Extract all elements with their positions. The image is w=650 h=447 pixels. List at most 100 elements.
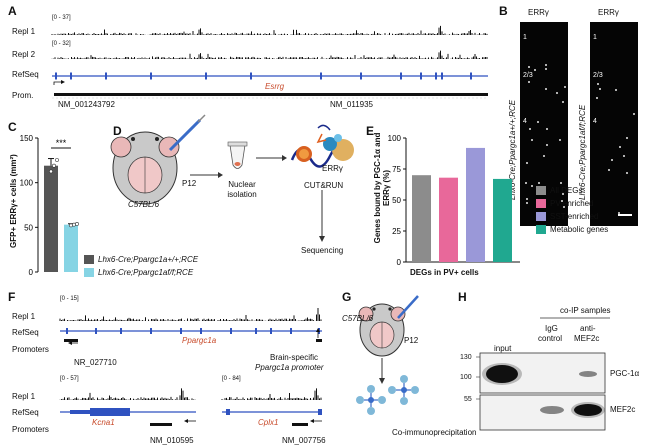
errg-cell <box>526 161 529 164</box>
esrrg-gene-model <box>55 72 472 80</box>
errg-cell <box>598 88 601 91</box>
errg-cell <box>555 91 558 94</box>
errg-cell <box>596 82 599 85</box>
f-bottom-repl-label: Repl 1 <box>12 392 36 401</box>
legend-c-wt-label: Lhx6-Cre;Ppargc1a+/+;RCE <box>98 255 199 264</box>
coip-caption: Co-immunoprecipitation <box>392 428 477 437</box>
panel-c-label: C <box>8 120 17 134</box>
errg-cell <box>607 169 610 172</box>
legend-e-all-swatch <box>536 186 546 195</box>
chart-e-bar <box>412 175 431 262</box>
f-top-signal-track <box>59 308 322 321</box>
chart-c-bar <box>44 165 58 272</box>
brain-promoter-note-2: Ppargc1a promoter <box>255 363 324 372</box>
prom-label: Prom. <box>12 91 34 100</box>
legend-e-pv-label: PV-enriched <box>550 199 594 208</box>
errg-cell <box>632 113 635 116</box>
nm007756-label: NM_007756 <box>282 436 326 445</box>
sequencing-label: Sequencing <box>301 246 344 255</box>
legend-c-ko-swatch <box>84 268 94 277</box>
repl2-label: Repl 2 <box>12 50 36 59</box>
errg-cell <box>537 182 540 185</box>
cutrun-label: CUT&RUN <box>304 181 344 190</box>
f-bottom-promoters-label: Promoters <box>12 425 49 434</box>
legend-e-all-label: All DEGs <box>550 186 583 195</box>
mouse-illustration-g <box>358 295 419 357</box>
chart-c-ytick-label: 100 <box>20 179 34 188</box>
micrograph-right-header: ERRγ <box>598 8 619 17</box>
chart-c-bar <box>64 224 78 272</box>
repl2-range: [0 - 32] <box>52 41 71 47</box>
nr027710-label: NR_027710 <box>74 358 117 367</box>
ppargc1a-gene-label: Ppargc1a <box>182 336 217 345</box>
repl1-range: [0 - 37] <box>52 15 71 21</box>
errg-cell <box>544 63 547 66</box>
layer-1-label: 1 <box>523 34 527 41</box>
errg-cell <box>561 100 564 103</box>
errg-cell <box>533 69 536 72</box>
kcna1-gene-label: Kcna1 <box>92 418 115 427</box>
f-top-repl-label: Repl 1 <box>12 312 36 321</box>
errg-cell <box>530 138 533 141</box>
lane-input-label: input <box>494 344 512 353</box>
lane-igg-label-2: control <box>538 334 563 343</box>
errg-cell <box>559 182 562 185</box>
errg-cell <box>525 198 528 201</box>
errg-cell <box>611 159 614 162</box>
marker-100: 100 <box>460 374 472 381</box>
lane-igg-label-1: IgG <box>545 324 558 333</box>
chart-e-bar <box>466 147 485 262</box>
brain-promoter-note-1: Brain-specific <box>270 353 319 362</box>
chart-c-significance-label: *** <box>56 138 67 148</box>
chart-c-datapoint <box>52 163 56 168</box>
layer-4-label: 4 <box>523 118 527 125</box>
errg-cell <box>546 127 549 130</box>
errg-cell <box>543 154 546 157</box>
esrrg-gene-label: Esrrg <box>265 82 285 91</box>
chart-c-ytick-label: 50 <box>24 223 33 232</box>
lane-anti-label-2: MEF2c <box>574 334 600 343</box>
panel-d-label: D <box>113 124 122 138</box>
errg-cell <box>625 171 628 174</box>
marker-55: 55 <box>464 396 472 403</box>
errg-cell <box>530 185 533 188</box>
micrograph-knockout: ERRγ 1 2/3 4 <box>590 8 638 226</box>
strain-d-label: C57BL/6 <box>128 200 160 209</box>
chart-c-datapoint <box>75 222 79 226</box>
legend-e-sst-label: SST-enriched <box>550 212 599 221</box>
panel-a-label: A <box>8 4 17 18</box>
errg-cell <box>546 144 549 147</box>
f-bottom-refseq-label: RefSeq <box>12 408 39 417</box>
coip-complex-icon <box>356 375 419 415</box>
tube-icon <box>227 141 248 169</box>
layer-1-label-ko: 1 <box>593 34 597 41</box>
f-bottom-range-left: [0 - 57] <box>60 376 79 382</box>
errg-cell <box>560 200 563 203</box>
f-top-range: [0 - 15] <box>60 296 79 302</box>
nuclear-isolation-label: Nuclear isolation <box>227 180 257 199</box>
nm010595-label: NM_010595 <box>150 436 194 445</box>
panel-g-label: G <box>342 290 352 304</box>
layer-23-label-ko: 2/3 <box>593 72 603 79</box>
cplx1-gene-label: Cplx1 <box>258 418 279 427</box>
chart-e-ytick-label: 75 <box>392 165 401 174</box>
lane-anti-label-1: anti- <box>580 324 596 333</box>
layer-4-label-ko: 4 <box>593 118 597 125</box>
chart-e-ytick-label: 50 <box>392 196 401 205</box>
legend-e-pv-swatch <box>536 199 546 208</box>
scale-bar <box>618 214 632 216</box>
errg-cell <box>626 137 629 140</box>
legend-c-ko-label: Lhx6-Cre;Ppargc1af/f;RCE <box>98 268 194 277</box>
strain-g-label: C57BL/6 <box>342 314 374 323</box>
f-top-promoters-label: Promoters <box>12 345 49 354</box>
repl1-signal-track <box>51 25 488 35</box>
marker-130: 130 <box>460 354 472 361</box>
age-g-label: P12 <box>404 336 419 345</box>
errg-cell <box>563 206 566 209</box>
errg-cell <box>525 201 528 204</box>
errg-cell <box>544 68 547 71</box>
